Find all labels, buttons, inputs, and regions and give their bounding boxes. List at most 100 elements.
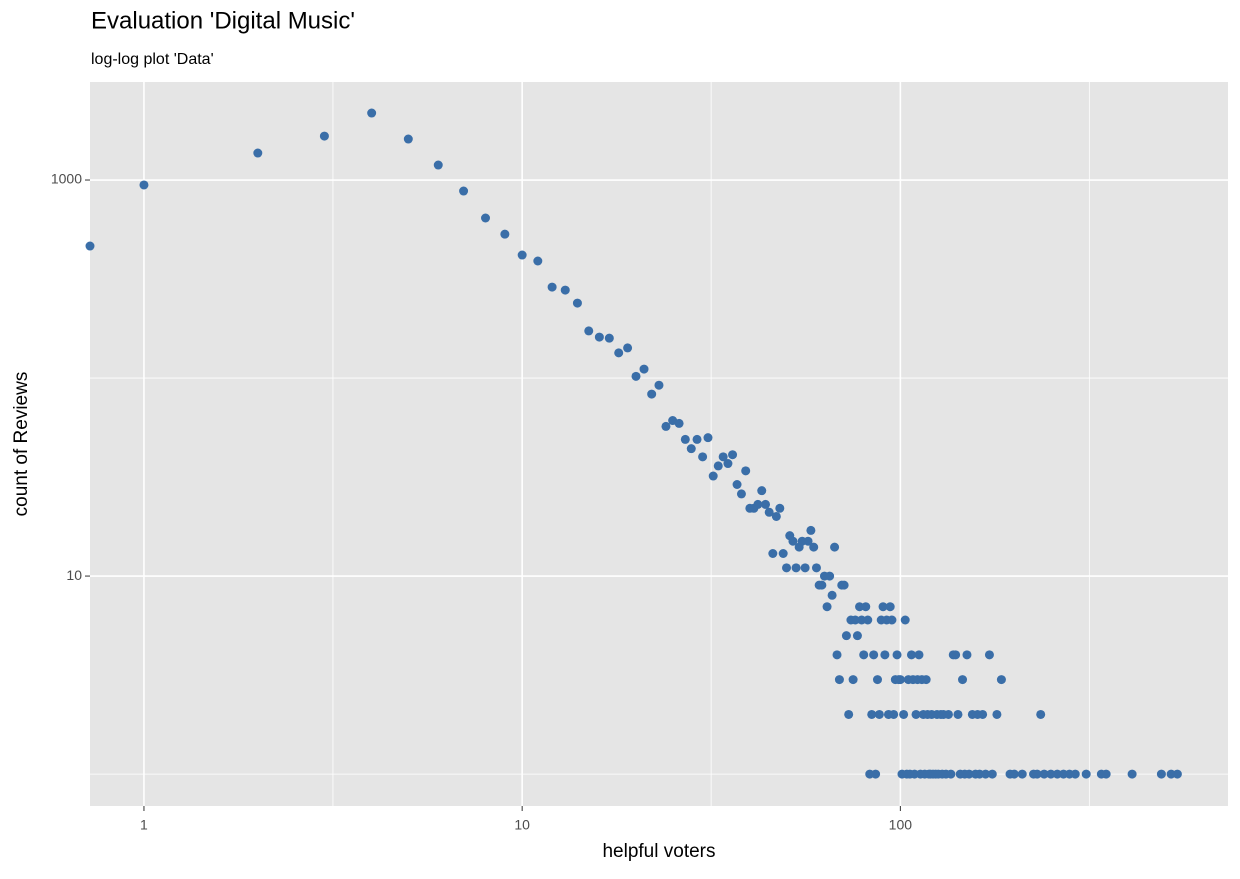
point xyxy=(987,769,997,779)
point xyxy=(880,650,890,660)
point xyxy=(791,563,801,573)
point xyxy=(899,709,909,719)
point xyxy=(958,675,968,685)
point xyxy=(85,241,95,251)
point xyxy=(757,486,767,496)
point xyxy=(996,675,1006,685)
point xyxy=(914,650,924,660)
point xyxy=(871,769,881,779)
point xyxy=(906,650,916,660)
point xyxy=(1052,769,1062,779)
point xyxy=(533,256,543,266)
point xyxy=(1017,769,1027,779)
point xyxy=(822,602,832,612)
point xyxy=(867,709,877,719)
point xyxy=(992,709,1002,719)
point xyxy=(433,160,443,170)
point xyxy=(728,450,738,460)
point xyxy=(703,433,713,443)
point xyxy=(852,631,862,641)
x-tick-label: 100 xyxy=(889,817,913,833)
point xyxy=(811,563,821,573)
point xyxy=(817,580,827,590)
point xyxy=(827,590,837,600)
point xyxy=(560,285,570,295)
point xyxy=(686,444,696,454)
point xyxy=(806,525,816,535)
point xyxy=(800,563,810,573)
point xyxy=(639,364,649,374)
point xyxy=(841,631,851,641)
point xyxy=(859,650,869,660)
point xyxy=(981,769,991,779)
point xyxy=(964,769,974,779)
point xyxy=(951,650,961,660)
point xyxy=(900,615,910,625)
point xyxy=(718,452,728,462)
point xyxy=(778,549,788,559)
point xyxy=(878,602,888,612)
point xyxy=(1156,769,1166,779)
y-tick-label: 1000 xyxy=(51,171,82,187)
point xyxy=(855,602,865,612)
point xyxy=(741,466,751,476)
x-tick-label: 10 xyxy=(514,817,530,833)
point xyxy=(889,709,899,719)
point xyxy=(1081,769,1091,779)
y-tick-label: 10 xyxy=(66,567,82,583)
point xyxy=(631,371,641,381)
point xyxy=(572,298,582,308)
point xyxy=(708,471,718,481)
point xyxy=(921,675,931,685)
point xyxy=(723,459,733,469)
point xyxy=(984,650,994,660)
point xyxy=(713,461,723,471)
point xyxy=(887,615,897,625)
point xyxy=(692,434,702,444)
point xyxy=(861,602,871,612)
point xyxy=(764,507,774,517)
point xyxy=(788,536,798,546)
point xyxy=(834,675,844,685)
point xyxy=(647,389,657,399)
point xyxy=(732,479,742,489)
point xyxy=(839,580,849,590)
point xyxy=(850,615,860,625)
y-axis-label: count of Reviews xyxy=(11,372,32,517)
point xyxy=(885,602,895,612)
point xyxy=(139,180,149,190)
point xyxy=(863,615,873,625)
point xyxy=(661,421,671,431)
point xyxy=(584,326,594,336)
point xyxy=(1036,709,1046,719)
point xyxy=(736,489,746,499)
point xyxy=(1101,769,1111,779)
point xyxy=(319,131,329,141)
point xyxy=(654,380,664,390)
point xyxy=(830,542,840,552)
point xyxy=(1009,769,1019,779)
chart-subtitle: log-log plot 'Data' xyxy=(91,51,214,68)
point xyxy=(1127,769,1137,779)
point xyxy=(809,542,819,552)
chart-title: Evaluation 'Digital Music' xyxy=(91,7,355,34)
x-tick-label: 1 xyxy=(140,817,148,833)
point xyxy=(844,709,854,719)
point xyxy=(698,452,708,462)
point xyxy=(768,549,778,559)
point xyxy=(848,675,858,685)
point xyxy=(874,709,884,719)
point xyxy=(761,499,771,509)
point xyxy=(775,503,785,513)
point xyxy=(517,250,527,260)
point xyxy=(782,563,792,573)
point xyxy=(481,213,491,223)
point xyxy=(1039,769,1049,779)
point xyxy=(1166,769,1176,779)
point xyxy=(943,709,953,719)
point xyxy=(1172,769,1182,779)
point xyxy=(872,675,882,685)
x-axis-label: helpful voters xyxy=(602,841,715,862)
point xyxy=(403,134,413,144)
point xyxy=(459,186,469,196)
